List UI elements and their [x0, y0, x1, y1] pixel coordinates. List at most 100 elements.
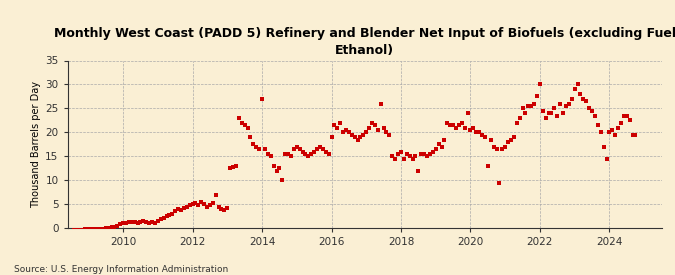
- Point: [335, 121, 346, 125]
- Point: [604, 130, 615, 134]
- Point: [129, 220, 140, 225]
- Point: [164, 213, 175, 217]
- Point: [231, 164, 242, 168]
- Point: [607, 128, 618, 132]
- Point: [202, 205, 213, 209]
- Point: [292, 145, 302, 149]
- Point: [361, 130, 372, 134]
- Point: [477, 133, 487, 137]
- Point: [630, 133, 641, 137]
- Point: [526, 104, 537, 108]
- Point: [236, 121, 247, 125]
- Point: [153, 219, 163, 223]
- Point: [407, 156, 418, 161]
- Point: [263, 152, 273, 156]
- Point: [529, 101, 539, 106]
- Point: [106, 225, 117, 230]
- Point: [430, 147, 441, 151]
- Point: [456, 121, 467, 125]
- Point: [584, 106, 595, 111]
- Point: [135, 220, 146, 224]
- Point: [256, 97, 267, 101]
- Point: [146, 220, 157, 225]
- Point: [369, 123, 380, 127]
- Point: [627, 133, 638, 137]
- Point: [616, 121, 626, 125]
- Point: [413, 169, 424, 173]
- Point: [517, 106, 528, 111]
- Point: [150, 221, 161, 225]
- Point: [274, 166, 285, 170]
- Point: [277, 178, 288, 183]
- Point: [124, 220, 134, 225]
- Point: [161, 214, 172, 218]
- Point: [83, 227, 94, 231]
- Point: [138, 219, 148, 223]
- Point: [508, 135, 519, 139]
- Point: [141, 219, 152, 224]
- Point: [112, 224, 123, 228]
- Point: [286, 154, 296, 159]
- Point: [187, 202, 198, 207]
- Point: [170, 209, 181, 214]
- Point: [479, 135, 490, 139]
- Point: [92, 227, 103, 231]
- Point: [213, 205, 224, 209]
- Point: [77, 227, 88, 232]
- Point: [402, 152, 412, 156]
- Point: [575, 92, 586, 96]
- Point: [569, 87, 580, 92]
- Point: [491, 147, 502, 151]
- Point: [126, 220, 137, 224]
- Point: [506, 138, 516, 142]
- Point: [532, 94, 543, 99]
- Point: [393, 152, 404, 156]
- Point: [367, 121, 377, 125]
- Point: [315, 145, 325, 149]
- Point: [346, 133, 357, 137]
- Point: [624, 118, 635, 123]
- Point: [422, 154, 433, 159]
- Point: [103, 226, 114, 230]
- Point: [344, 130, 354, 134]
- Point: [329, 123, 340, 127]
- Point: [193, 203, 204, 207]
- Point: [312, 147, 323, 151]
- Point: [610, 133, 620, 137]
- Point: [618, 113, 629, 118]
- Point: [234, 116, 244, 120]
- Point: [254, 147, 265, 151]
- Point: [222, 206, 233, 210]
- Point: [587, 109, 597, 113]
- Point: [580, 99, 591, 103]
- Point: [109, 225, 119, 229]
- Point: [622, 113, 632, 118]
- Point: [326, 135, 337, 139]
- Point: [355, 135, 366, 139]
- Point: [450, 125, 461, 130]
- Point: [497, 147, 508, 151]
- Point: [352, 138, 363, 142]
- Point: [308, 149, 319, 154]
- Point: [294, 147, 305, 151]
- Point: [211, 192, 221, 197]
- Point: [317, 147, 328, 151]
- Point: [520, 111, 531, 116]
- Point: [248, 142, 259, 147]
- Point: [404, 154, 415, 159]
- Point: [549, 106, 560, 111]
- Point: [88, 227, 99, 231]
- Point: [439, 138, 450, 142]
- Point: [265, 154, 276, 159]
- Point: [323, 152, 334, 156]
- Point: [341, 128, 352, 132]
- Point: [494, 180, 505, 185]
- Point: [332, 125, 343, 130]
- Point: [225, 166, 236, 170]
- Point: [155, 216, 166, 221]
- Point: [485, 138, 496, 142]
- Point: [540, 116, 551, 120]
- Point: [198, 202, 209, 207]
- Point: [245, 135, 256, 139]
- Point: [465, 128, 476, 132]
